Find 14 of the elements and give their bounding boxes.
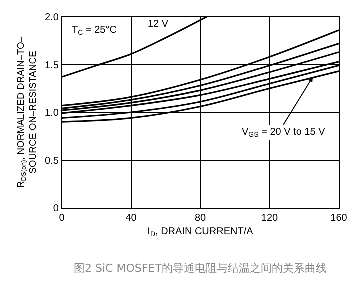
y-tick-label: 0.5 xyxy=(44,156,60,167)
x-tick-label: 120 xyxy=(261,213,279,224)
annotation: V$_{GS}$ = 20 V to 15 V xyxy=(242,127,326,140)
x-tick-label: 160 xyxy=(330,213,348,224)
y-tick-label: 0 xyxy=(53,204,60,214)
y-tick-label: 1.0 xyxy=(44,108,60,119)
caption: 图2 SiC MOSFET的导通电阻与结温之间的关系曲线 xyxy=(74,262,327,275)
y-tick-label: 1.5 xyxy=(44,60,60,72)
x-tick-label: 40 xyxy=(126,213,138,224)
x-axis-title: I$_{D}$, DRAIN CURRENT/A xyxy=(148,226,254,239)
x-tick-label: 80 xyxy=(194,213,206,224)
annotation: 12 V xyxy=(148,19,169,30)
y-tick-label: 2.0 xyxy=(44,12,60,24)
annotation: T$_{C}$ = 25°C xyxy=(72,25,117,38)
